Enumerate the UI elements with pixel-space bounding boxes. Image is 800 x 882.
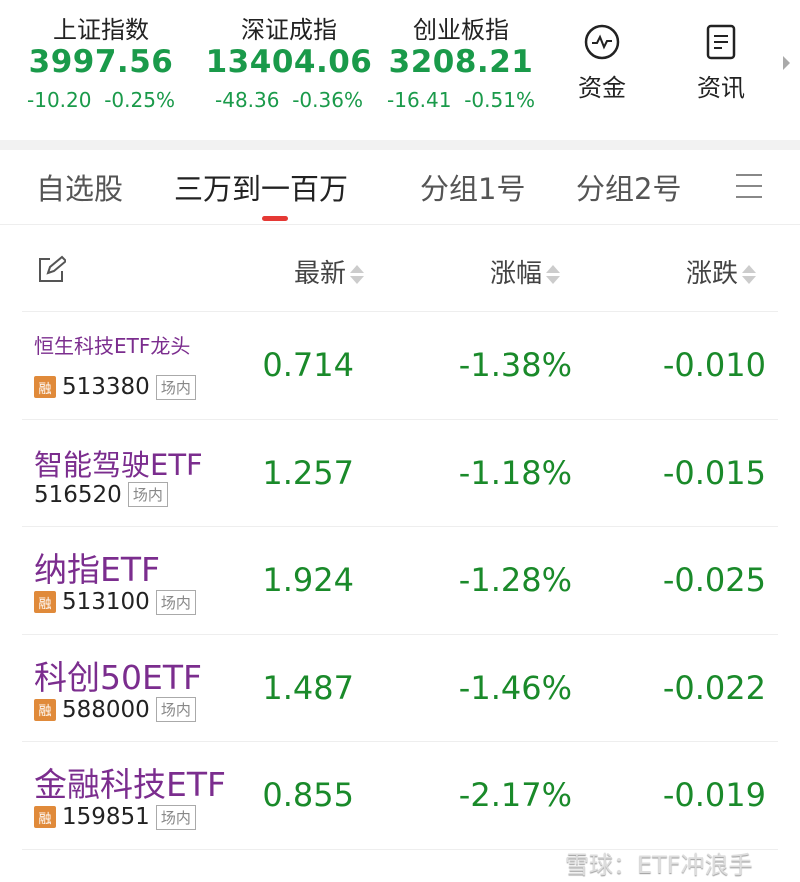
stock-name: 智能驾驶ETF (34, 447, 203, 482)
pct-change: -1.38% (458, 346, 572, 384)
change: -0.022 (662, 668, 766, 707)
news-label: 资讯 (697, 74, 745, 102)
pct-change: -1.46% (458, 668, 572, 707)
tab-group-active[interactable]: 三万到一百万 (174, 172, 349, 206)
market-badge: 场内 (127, 482, 168, 507)
index-value: 3208.21 (388, 44, 534, 80)
index-name: 创业板指 (413, 16, 509, 44)
sort-icon (350, 265, 365, 284)
table-row[interactable]: 科创50ETF 融 588000 场内 1.487 -1.46% -0.022 (22, 635, 778, 742)
price: 1.257 (262, 453, 354, 492)
active-tab-indicator (262, 216, 288, 221)
stock-code: 588000 (62, 696, 150, 723)
pct-change: -2.17% (458, 776, 572, 814)
stock-name: 科创50ETF (34, 657, 202, 697)
change: -0.015 (662, 453, 766, 492)
index-cyb[interactable]: 创业板指 3208.21 -16.41 -0.51% (380, 10, 542, 112)
pulse-icon (584, 24, 620, 60)
price: 0.855 (262, 776, 354, 814)
market-badge: 场内 (155, 804, 196, 830)
index-change: -10.20 -0.25% (27, 88, 175, 112)
tab-watchlist[interactable]: 自选股 (36, 172, 124, 206)
stock-name: 恒生科技ETF龙头 (34, 334, 191, 358)
table-row[interactable]: 恒生科技ETF龙头 融 513380 场内 0.714 -1.38% -0.010 (22, 312, 778, 420)
index-name: 深证成指 (241, 16, 337, 44)
table-row[interactable]: 纳指ETF 融 513100 场内 1.924 -1.28% -0.025 (22, 527, 778, 635)
sort-change[interactable]: 涨跌 (686, 253, 757, 290)
stock-code-line: 516520 场内 (34, 482, 168, 508)
stock-code: 513380 (62, 374, 150, 400)
market-badge: 场内 (155, 589, 196, 615)
document-icon (703, 24, 739, 60)
table-row[interactable]: 金融科技ETF 融 159851 场内 0.855 -2.17% -0.019 (22, 742, 778, 850)
margin-badge: 融 (34, 591, 56, 613)
sort-icon (546, 265, 561, 284)
price: 1.487 (262, 668, 354, 707)
change: -0.019 (662, 776, 766, 814)
stock-name: 纳指ETF (34, 550, 160, 589)
market-badge: 场内 (155, 374, 196, 400)
stock-code: 513100 (62, 589, 150, 615)
index-value: 13404.06 (205, 44, 373, 80)
index-change: -48.36 -0.36% (215, 88, 363, 112)
pct-change: -1.18% (458, 453, 572, 492)
table-row[interactable]: 智能驾驶ETF 516520 场内 1.257 -1.18% -0.015 (22, 420, 778, 527)
funds-button[interactable]: 资金 (562, 24, 642, 103)
price: 0.714 (262, 346, 354, 384)
stock-code: 516520 (34, 481, 122, 508)
margin-badge: 融 (34, 806, 56, 828)
tab-group-1[interactable]: 分组1号 (420, 172, 526, 206)
pct-change: -1.28% (458, 561, 572, 599)
index-bar: 上证指数 3997.56 -10.20 -0.25% 深证成指 13404.06… (0, 0, 800, 140)
stock-name: 金融科技ETF (34, 765, 226, 804)
stock-code-line: 融 588000 场内 (34, 697, 196, 723)
stock-code-line: 融 159851 场内 (34, 804, 196, 830)
tab-group-2[interactable]: 分组2号 (576, 172, 682, 206)
margin-badge: 融 (34, 698, 56, 721)
index-name: 上证指数 (53, 16, 149, 44)
funds-label: 资金 (578, 74, 626, 102)
stock-list: 恒生科技ETF龙头 融 513380 场内 0.714 -1.38% -0.010 智… (0, 312, 800, 850)
watermark: 雪球：ETF冲浪手 (565, 851, 753, 879)
menu-icon[interactable] (736, 174, 762, 207)
edit-icon[interactable] (36, 255, 68, 289)
news-button[interactable]: 资讯 (681, 24, 761, 103)
sort-latest[interactable]: 最新 (294, 253, 365, 290)
divider (0, 140, 800, 150)
stock-code: 159851 (62, 804, 150, 830)
index-sh[interactable]: 上证指数 3997.56 -10.20 -0.25% (6, 10, 196, 112)
market-badge: 场内 (155, 697, 196, 722)
scroll-right-icon[interactable] (783, 56, 790, 70)
price: 1.924 (262, 561, 354, 599)
index-value: 3997.56 (28, 44, 174, 80)
table-header: 最新 涨幅 涨跌 (22, 225, 778, 312)
margin-badge: 融 (34, 376, 56, 398)
index-sz[interactable]: 深证成指 13404.06 -48.36 -0.36% (194, 10, 384, 112)
change: -0.025 (662, 561, 766, 599)
sort-icon (742, 265, 757, 284)
stock-code-line: 融 513380 场内 (34, 374, 196, 400)
change: -0.010 (662, 346, 766, 384)
index-change: -16.41 -0.51% (387, 88, 535, 112)
stock-code-line: 融 513100 场内 (34, 589, 196, 615)
group-tabs: 自选股 三万到一百万 分组1号 分组2号 (0, 150, 800, 225)
sort-pct[interactable]: 涨幅 (490, 253, 561, 290)
